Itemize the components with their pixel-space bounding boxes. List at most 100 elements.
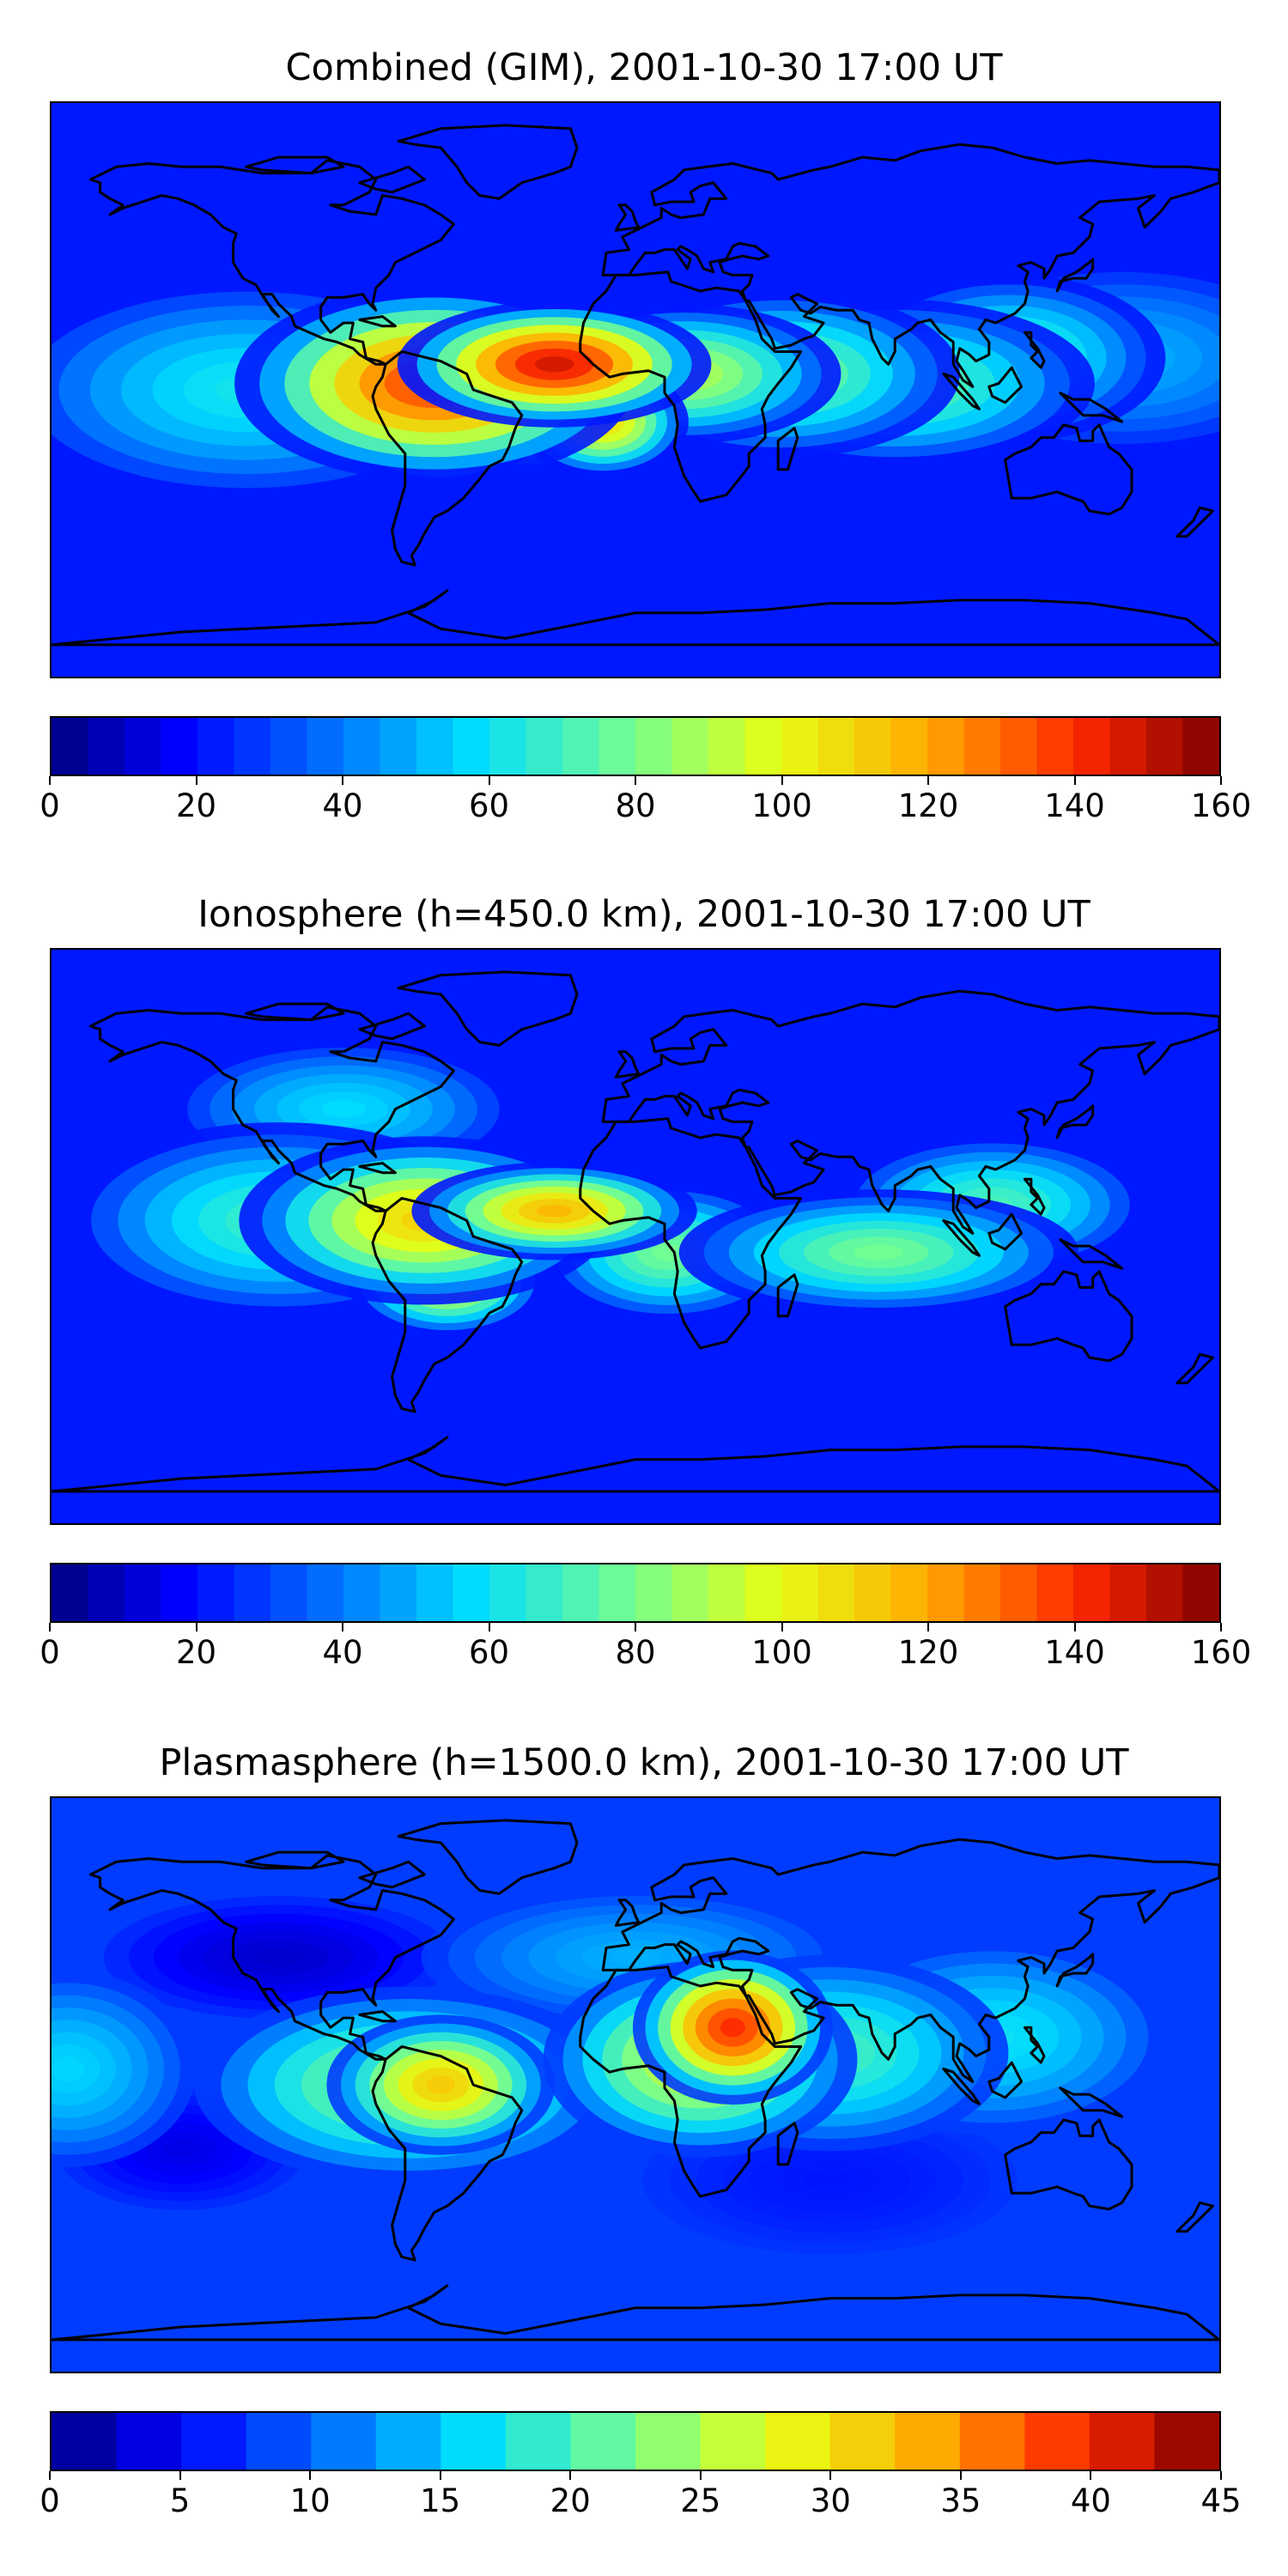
colorbar-tick-label: 20 xyxy=(175,787,217,824)
colorbar-tick-mark xyxy=(569,2471,572,2480)
coastline xyxy=(776,2122,799,2166)
panel-2-colorbar-ticks: 0 20 40 60 80 100 120 140 160 xyxy=(39,1623,1251,1674)
coastline xyxy=(1055,1953,1095,1988)
field-contour xyxy=(321,1100,366,1118)
coastline xyxy=(614,1899,641,1927)
colorbar-tick-mark xyxy=(1220,2471,1222,2480)
colorbar-tick-label: 35 xyxy=(940,2482,981,2519)
coastline xyxy=(1004,2118,1133,2211)
coastline xyxy=(601,143,1219,388)
colorbar-tick-mark xyxy=(439,2471,441,2480)
coastline xyxy=(579,1965,803,2198)
colorbar-segment xyxy=(416,718,454,775)
colorbar-segment xyxy=(927,718,965,775)
colorbar-segment xyxy=(890,1564,928,1621)
field-contour xyxy=(253,1948,304,1966)
colorbar-segment xyxy=(246,2413,312,2470)
colorbar-segment xyxy=(88,1564,125,1621)
coastline xyxy=(776,427,799,471)
colorbar-tick-label: 60 xyxy=(468,787,510,824)
colorbar-segment xyxy=(270,1564,308,1621)
colorbar-segment xyxy=(453,718,490,775)
colorbar-tick-mark xyxy=(1090,2471,1092,2480)
colorbar-tick-mark xyxy=(829,2471,832,2480)
coastline xyxy=(358,2010,397,2023)
coastline xyxy=(1055,1104,1095,1139)
coastline xyxy=(358,1012,426,1041)
panel-1-colorbar-svg xyxy=(52,718,1219,775)
colorbar-segment xyxy=(453,1564,490,1621)
coastline xyxy=(1059,1238,1124,1270)
colorbar-tick-label: 40 xyxy=(322,1634,363,1671)
colorbar-tick-mark xyxy=(959,2471,962,2480)
colorbar-segment xyxy=(307,718,344,775)
colorbar-segment xyxy=(161,718,198,775)
colorbar-tick-label: 160 xyxy=(1190,1634,1252,1671)
coastline xyxy=(358,1162,397,1175)
colorbar-segment xyxy=(343,718,381,775)
colorbar-segment xyxy=(197,718,235,775)
colorbar-tick-label: 160 xyxy=(1190,787,1252,824)
colorbar-tick-mark xyxy=(488,776,490,785)
colorbar-segment xyxy=(181,2413,247,2470)
coastline xyxy=(614,1050,641,1078)
colorbar-tick-mark xyxy=(342,776,343,785)
colorbar-segment xyxy=(311,2413,377,2470)
colorbar-tick-mark xyxy=(342,1623,343,1631)
colorbar-segment xyxy=(416,1564,454,1621)
colorbar-segment xyxy=(744,718,782,775)
colorbar-segment xyxy=(1182,1564,1219,1621)
coastline xyxy=(358,315,397,328)
colorbar-segment xyxy=(781,1564,819,1621)
coastline xyxy=(88,159,455,366)
colorbar-segment xyxy=(927,1564,965,1621)
colorbar-segment xyxy=(489,718,527,775)
coastline xyxy=(1059,392,1124,423)
colorbar-tick-mark xyxy=(927,1623,929,1631)
colorbar-segment xyxy=(854,1564,892,1621)
colorbar-tick-label: 100 xyxy=(751,1634,812,1671)
colorbar-tick-mark xyxy=(699,2471,702,2480)
colorbar-segment xyxy=(1073,1564,1111,1621)
colorbar-segment xyxy=(570,2413,636,2470)
colorbar-tick-label: 40 xyxy=(1070,2482,1111,2519)
colorbar-segment xyxy=(375,2413,441,2470)
field-contour xyxy=(720,2017,745,2038)
colorbar-segment xyxy=(380,718,417,775)
colorbar-segment xyxy=(1146,718,1184,775)
colorbar-tick-mark xyxy=(781,1623,783,1631)
colorbar-segment xyxy=(88,718,125,775)
colorbar-tick-mark xyxy=(927,776,929,785)
colorbar-segment xyxy=(562,718,600,775)
panel-2-colorbar-svg xyxy=(52,1564,1219,1621)
colorbar-segment xyxy=(52,2413,118,2470)
colorbar-segment xyxy=(526,718,563,775)
colorbar-segment xyxy=(817,718,855,775)
colorbar-segment xyxy=(708,1564,746,1621)
colorbar-segment xyxy=(765,2413,831,2470)
coastline xyxy=(245,155,345,175)
field-contour xyxy=(536,1205,573,1218)
coastline xyxy=(397,1819,579,1895)
coastline xyxy=(88,1854,455,2061)
colorbar-tick-label: 40 xyxy=(322,787,363,824)
panel-3-colorbar-ticks: 0 5 10 15 20 25 30 35 40 45 xyxy=(39,2471,1242,2523)
colorbar-segment xyxy=(307,1564,344,1621)
colorbar-segment xyxy=(161,1564,198,1621)
colorbar-tick-mark xyxy=(195,1623,197,1631)
colorbar-segment xyxy=(1109,1564,1147,1621)
panel-1-map xyxy=(50,101,1221,678)
colorbar-segment xyxy=(963,718,1001,775)
colorbar-tick-label: 140 xyxy=(1044,1634,1105,1671)
colorbar-segment xyxy=(1000,1564,1038,1621)
colorbar-tick-mark xyxy=(635,776,636,785)
coastline xyxy=(601,989,1219,1235)
colorbar-segment xyxy=(598,1564,636,1621)
colorbar-tick-mark xyxy=(179,2471,181,2480)
colorbar-segment xyxy=(890,718,928,775)
colorbar-tick-label: 30 xyxy=(810,2482,851,2519)
colorbar-tick-label: 10 xyxy=(289,2482,331,2519)
colorbar-tick-label: 60 xyxy=(468,1634,510,1671)
panel-1-title: Combined (GIM), 2001-10-30 17:00 UT xyxy=(285,46,1003,89)
colorbar-tick-mark xyxy=(1220,776,1222,785)
